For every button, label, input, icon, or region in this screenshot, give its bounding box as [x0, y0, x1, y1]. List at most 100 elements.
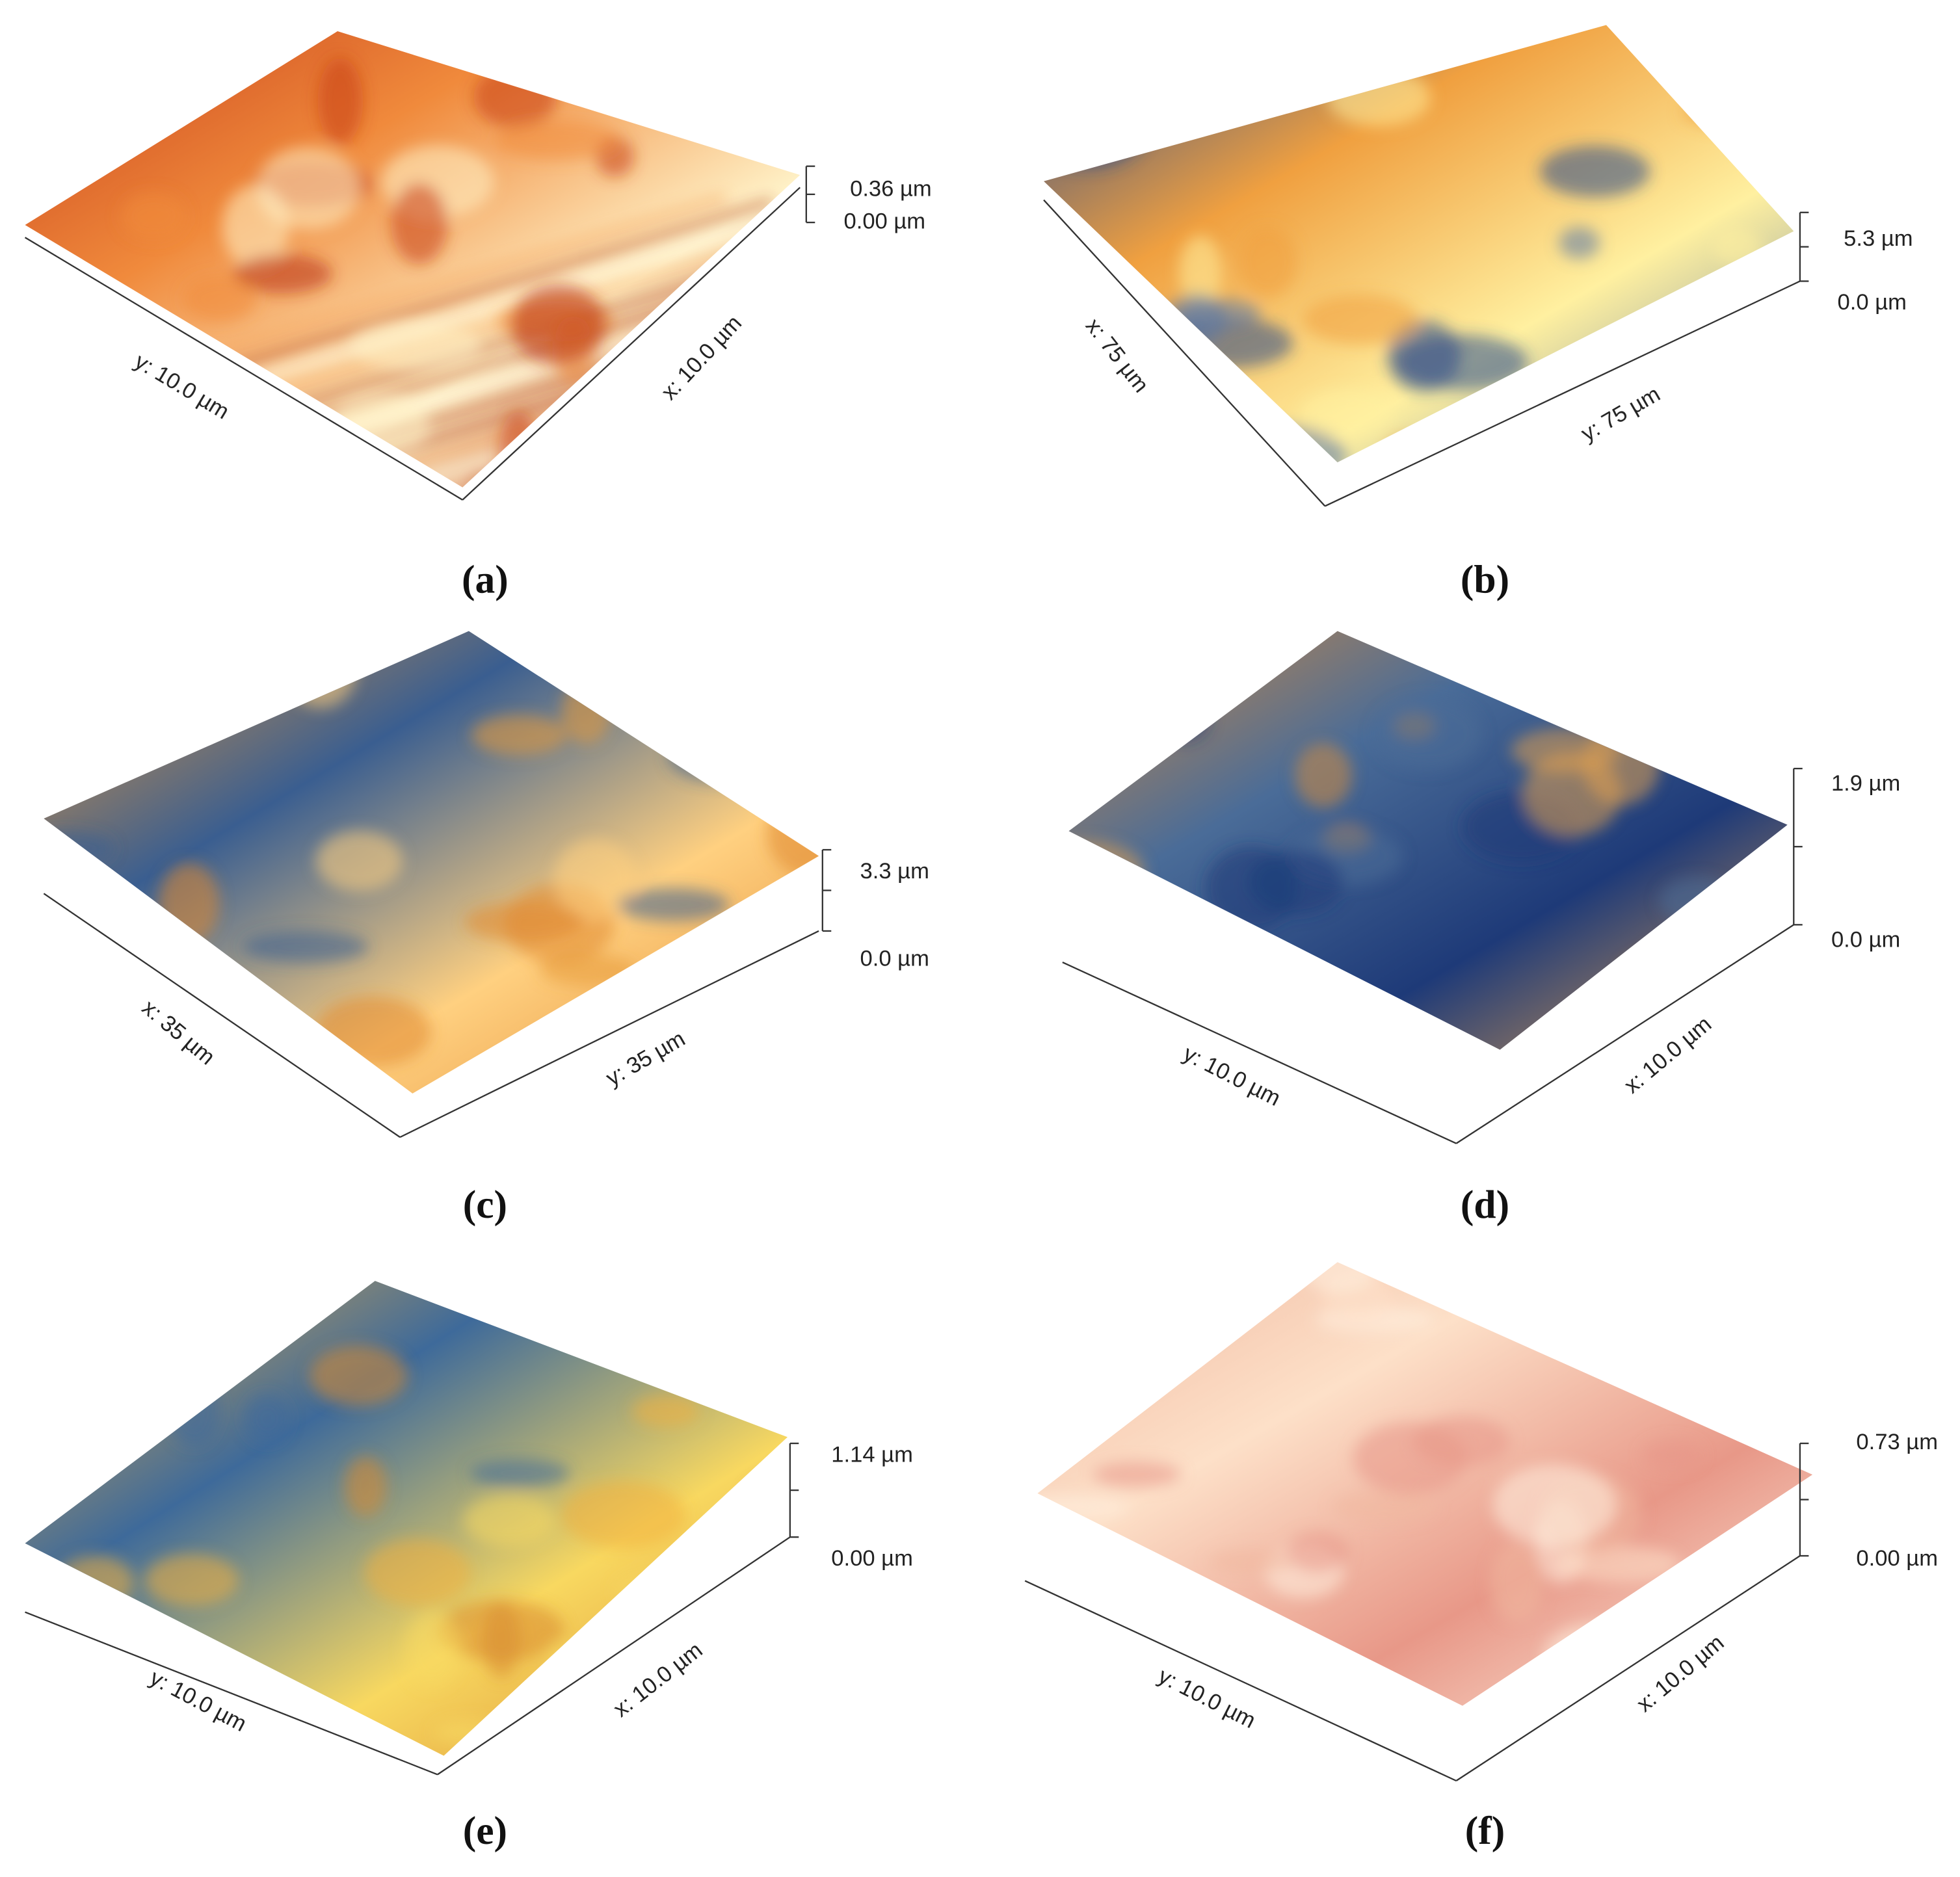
surface-feature: [1632, 1262, 1715, 1316]
axis-label: y: 10.0 µm: [146, 1665, 250, 1737]
axis-label: x: 35 µm: [137, 995, 220, 1070]
axis-label: y: 10.0 µm: [130, 348, 233, 424]
surface-feature: [1353, 1422, 1468, 1494]
axis-line: [437, 1536, 791, 1776]
surface-feature: [1239, 226, 1297, 297]
surface-feature: [631, 1395, 700, 1428]
surface-feature: [1137, 668, 1181, 724]
z-min-label: 0.0 µm: [1838, 290, 1907, 315]
surface-feature: [1188, 966, 1314, 1034]
surface-feature: [545, 1640, 585, 1673]
surface-feature: [553, 1027, 609, 1066]
axis-label: x: 10.0 µm: [609, 1638, 707, 1722]
surface-feature: [654, 702, 764, 737]
axis-label: x: 10.0 µm: [1620, 1012, 1717, 1098]
surface-feature: [1062, 1272, 1152, 1305]
axis-label: x: 10.0 µm: [1632, 1631, 1729, 1717]
surface-feature: [471, 715, 567, 755]
surface-feature: [463, 1494, 555, 1547]
z-max-label: 1.14 µm: [831, 1442, 913, 1467]
axis-line: [1455, 1555, 1801, 1781]
surface-feature: [602, 651, 732, 708]
surface-feature: [55, 1555, 134, 1609]
surface-feature: [481, 1601, 521, 1678]
surface-feature: [616, 393, 665, 470]
surface-feature: [1490, 1542, 1544, 1623]
z-min-label: 0.0 µm: [860, 946, 929, 971]
panel-caption: (d): [1461, 1183, 1509, 1227]
surface-feature: [1068, 909, 1167, 962]
panel: 0.73 µm 0.00 µm y: 10.0 µm x: 10.0 µm (f): [1024, 1262, 1938, 1853]
surface-feature: [404, 1612, 461, 1688]
surface-feature: [1249, 850, 1344, 915]
surface-feature: [568, 410, 612, 453]
surface-feature: [183, 276, 256, 322]
surface-feature: [674, 72, 761, 98]
surface-feature: [676, 394, 801, 475]
surface-feature: [737, 971, 819, 1032]
axis-line: [1062, 961, 1457, 1144]
surface-feature: [1300, 1262, 1378, 1293]
surface-feature: [1093, 1461, 1182, 1488]
surface-feature: [1037, 1493, 1129, 1520]
surface-feature: [667, 1691, 752, 1756]
surface-feature: [510, 283, 607, 366]
surface-feature: [554, 839, 637, 919]
afm-surface: [44, 631, 819, 1094]
surface-feature: [690, 1533, 788, 1571]
afm-surface: [25, 1281, 788, 1756]
surface-feature: [1332, 1491, 1437, 1523]
surface-feature: [44, 831, 114, 865]
axis-line: [462, 187, 801, 501]
surface-feature: [502, 1713, 625, 1756]
axis-label: y: 10.0 µm: [1154, 1664, 1260, 1733]
surface-feature: [1164, 293, 1226, 347]
surface-feature: [226, 1737, 267, 1756]
axis-line: [399, 930, 819, 1138]
surface-feature: [1580, 1634, 1641, 1706]
surface-feature: [1623, 423, 1756, 463]
z-max-label: 0.73 µm: [1856, 1430, 1938, 1454]
surface-feature: [434, 1719, 503, 1746]
surface-feature: [766, 791, 819, 876]
surface-feature: [588, 1715, 633, 1752]
surface-feature: [1160, 695, 1210, 742]
axis-line: [25, 1611, 438, 1776]
surface-feature: [1492, 1464, 1617, 1547]
z-max-label: 5.3 µm: [1844, 226, 1913, 251]
axis-line: [1325, 280, 1801, 507]
axis-line: [43, 893, 401, 1138]
surface-feature: [315, 996, 432, 1067]
surface-feature: [1044, 271, 1117, 308]
surface-feature: [598, 642, 728, 717]
surface-feature: [1294, 742, 1353, 808]
axis-label: x: 10.0 µm: [657, 311, 747, 404]
surface-feature: [1068, 841, 1145, 905]
surface-feature: [391, 182, 448, 265]
surface-feature: [1301, 389, 1394, 437]
surface-feature: [469, 1458, 570, 1488]
axis-label: x: 75 µm: [1081, 313, 1154, 397]
panel: 5.3 µm 0.0 µm x: 75 µm y: 75 µm (b): [1043, 25, 1913, 602]
z-max-label: 1.9 µm: [1831, 771, 1900, 796]
surface-feature: [159, 863, 220, 944]
axis-line: [1455, 924, 1794, 1144]
axis-line: [1043, 199, 1326, 507]
surface-feature: [1543, 1623, 1648, 1691]
surface-feature: [742, 1478, 788, 1536]
surface-feature: [315, 830, 403, 891]
surface-feature: [1303, 295, 1418, 345]
panel-caption: (e): [463, 1809, 507, 1853]
surface-feature: [25, 276, 57, 348]
surface-feature: [1068, 631, 1167, 672]
z-min-label: 0.00 µm: [1856, 1546, 1938, 1571]
surface-feature: [1134, 947, 1238, 1023]
panel: 3.3 µm 0.0 µm x: 35 µm y: 35 µm (c): [43, 631, 929, 1227]
surface-feature: [1680, 339, 1794, 391]
surface-feature: [256, 146, 360, 230]
surface-feature: [1559, 227, 1600, 259]
surface-feature: [25, 432, 59, 471]
surface-feature: [285, 631, 357, 708]
surface-feature: [1659, 877, 1736, 925]
